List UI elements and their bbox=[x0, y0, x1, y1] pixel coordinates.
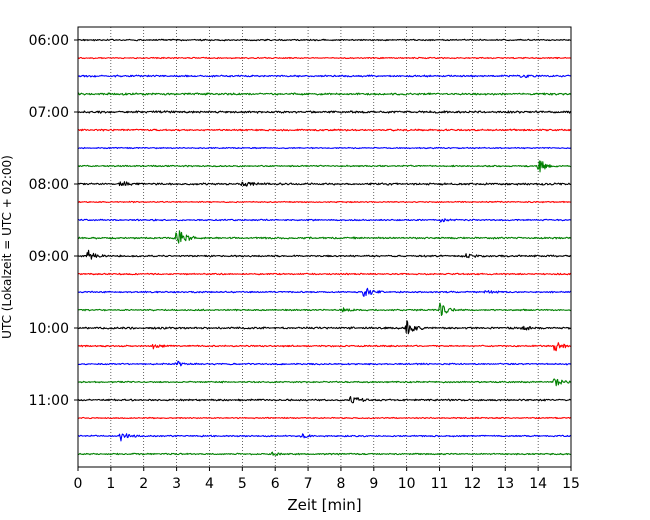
trace-0945 bbox=[77, 302, 572, 316]
trace-0700 bbox=[77, 110, 572, 114]
trace-0615 bbox=[77, 56, 572, 60]
trace-0900 bbox=[77, 249, 572, 260]
x-axis-label: Zeit [min] bbox=[287, 496, 361, 514]
y-tick-label: 11:00 bbox=[29, 393, 69, 409]
x-tick-label: 3 bbox=[172, 476, 181, 492]
y-tick-label: 06:00 bbox=[29, 33, 69, 49]
trace-0800 bbox=[77, 181, 572, 187]
y-axis-ticks: 06:00 07:00 08:00 09:00 10:00 11:00 bbox=[29, 33, 78, 409]
trace-1015 bbox=[77, 342, 572, 352]
x-tick-label: 5 bbox=[238, 476, 247, 492]
y-tick-label: 08:00 bbox=[29, 177, 69, 193]
x-tick-label: 0 bbox=[74, 476, 83, 492]
x-tick-label: 7 bbox=[304, 476, 313, 492]
grid-lines bbox=[110, 27, 539, 467]
trace-0630 bbox=[77, 74, 572, 79]
y-tick-label: 07:00 bbox=[29, 105, 69, 121]
trace-1115 bbox=[77, 416, 572, 420]
trace-1130 bbox=[77, 433, 572, 442]
trace-1000 bbox=[77, 320, 572, 335]
x-tick-label: 4 bbox=[205, 476, 214, 492]
trace-0930 bbox=[77, 287, 572, 297]
trace-0815 bbox=[77, 200, 572, 204]
x-tick-label: 13 bbox=[496, 476, 514, 492]
y-axis-label: UTC (Lokalzeit = UTC + 02:00) bbox=[0, 155, 14, 339]
trace-0745 bbox=[77, 160, 572, 173]
x-tick-label: 14 bbox=[529, 476, 547, 492]
trace-1030 bbox=[77, 360, 572, 367]
x-tick-label: 9 bbox=[369, 476, 378, 492]
seismic-traces bbox=[77, 38, 572, 456]
trace-0600 bbox=[77, 38, 572, 42]
trace-0715 bbox=[77, 128, 572, 132]
x-tick-label: 2 bbox=[139, 476, 148, 492]
trace-1100 bbox=[77, 396, 572, 404]
x-axis-ticks: 0 1 2 3 4 5 6 7 8 9 10 11 12 13 14 15 bbox=[74, 467, 580, 492]
y-tick-label: 09:00 bbox=[29, 249, 69, 265]
trace-0830 bbox=[77, 218, 572, 223]
x-tick-label: 8 bbox=[336, 476, 345, 492]
trace-0645 bbox=[77, 92, 572, 96]
x-tick-label: 11 bbox=[431, 476, 449, 492]
x-tick-label: 6 bbox=[271, 476, 280, 492]
x-tick-label: 15 bbox=[562, 476, 580, 492]
y-tick-label: 10:00 bbox=[29, 321, 69, 337]
x-tick-label: 10 bbox=[398, 476, 416, 492]
x-tick-label: 1 bbox=[106, 476, 115, 492]
trace-0845 bbox=[77, 230, 572, 244]
trace-0730 bbox=[77, 146, 572, 150]
trace-1045 bbox=[77, 378, 572, 387]
trace-0915 bbox=[77, 272, 572, 276]
plot-frame bbox=[77, 26, 572, 468]
x-tick-label: 12 bbox=[463, 476, 481, 492]
trace-1145 bbox=[77, 451, 572, 456]
